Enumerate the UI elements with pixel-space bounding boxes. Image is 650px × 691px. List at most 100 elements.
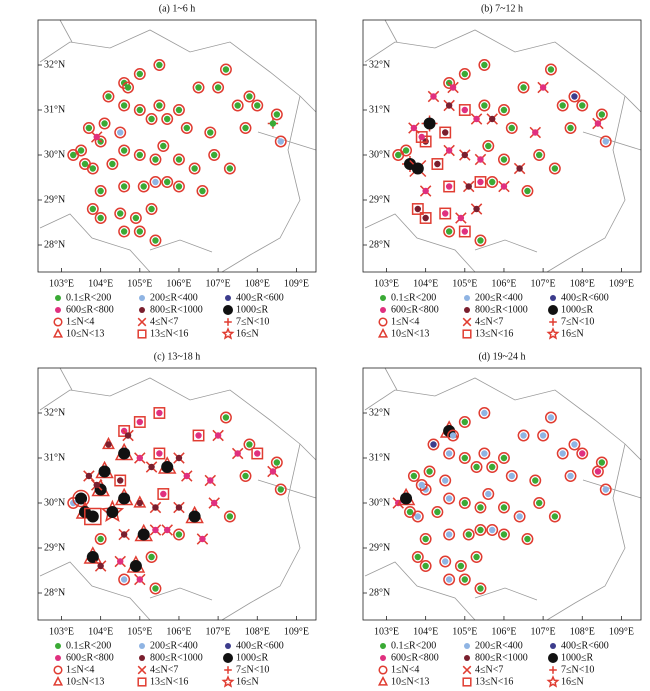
station <box>192 429 205 442</box>
ring <box>243 438 256 451</box>
legend-label: 10≤N<13 <box>391 676 429 687</box>
station <box>474 524 487 536</box>
rain-dot <box>535 151 543 159</box>
rain-dot <box>422 187 429 195</box>
rain-dot <box>118 447 131 460</box>
star <box>546 327 560 340</box>
square <box>114 474 127 487</box>
square <box>157 488 170 500</box>
rain-dot <box>402 147 410 154</box>
station <box>149 524 162 536</box>
legend-label: 1000≤R <box>236 304 268 315</box>
ring <box>474 234 487 247</box>
rain-dot <box>75 492 88 505</box>
rain-dot <box>500 504 508 511</box>
legend-symbol <box>462 317 472 327</box>
station <box>470 113 483 125</box>
station <box>591 465 604 478</box>
ring <box>486 461 499 473</box>
triangle <box>52 328 64 338</box>
station <box>133 104 146 116</box>
ring <box>106 158 119 170</box>
rain-dot <box>214 432 222 439</box>
legend-label: 4≤N<7 <box>475 664 503 675</box>
station <box>270 456 283 469</box>
station <box>145 461 158 473</box>
rain-dot <box>97 214 104 222</box>
square <box>443 180 456 193</box>
station <box>517 429 530 442</box>
rain-dot <box>136 576 144 583</box>
legend-symbol <box>52 328 64 338</box>
ring <box>208 149 221 161</box>
station <box>400 144 413 157</box>
square <box>118 425 131 437</box>
station <box>462 528 475 541</box>
legend-symbol <box>221 675 235 688</box>
rain-dot <box>152 526 159 534</box>
rain-dot <box>214 84 222 91</box>
station <box>173 153 185 166</box>
ring <box>153 99 166 112</box>
rain-dot <box>547 66 555 73</box>
rain-dot <box>246 93 253 100</box>
station <box>145 113 158 125</box>
station <box>137 180 150 193</box>
ring <box>114 207 127 220</box>
rain-dot <box>406 508 414 516</box>
rain-dot <box>426 468 433 475</box>
station <box>173 528 185 541</box>
ring <box>411 510 424 523</box>
station <box>274 135 287 148</box>
ring <box>482 488 495 500</box>
station <box>462 180 475 193</box>
legend-label: 4≤N<7 <box>475 316 503 327</box>
rain-dot <box>410 472 418 480</box>
ring <box>513 510 526 523</box>
rain-dot <box>148 205 155 213</box>
station <box>118 180 131 193</box>
rain-dot <box>508 124 515 132</box>
rain-dot <box>175 106 183 114</box>
station <box>223 510 236 523</box>
station <box>94 185 107 197</box>
ring <box>533 149 546 161</box>
legend-swatch <box>550 643 556 649</box>
rain-dot <box>449 432 457 439</box>
star <box>546 675 560 688</box>
ring <box>86 162 99 175</box>
rain-dot <box>430 93 437 100</box>
ring <box>94 212 107 224</box>
y-tick-label: 31°N <box>44 452 65 463</box>
rain-dot <box>152 585 159 592</box>
legend-swatch <box>464 655 470 661</box>
station <box>478 59 491 71</box>
rain-dot <box>120 147 128 154</box>
star <box>221 327 235 340</box>
station <box>173 180 185 193</box>
station <box>407 470 420 482</box>
rain-dot <box>120 228 128 235</box>
rain-dot <box>234 450 241 457</box>
ring <box>145 113 158 125</box>
legend-symbol <box>224 318 232 326</box>
station <box>458 68 471 80</box>
station <box>443 528 456 541</box>
station <box>447 81 459 94</box>
station <box>396 487 416 506</box>
legend-symbol <box>137 329 147 339</box>
rain-dot <box>120 79 128 87</box>
rain-dot <box>422 535 429 543</box>
rain-dot <box>183 124 190 132</box>
legend-label: 4≤N<7 <box>150 316 178 327</box>
rain-dot <box>473 463 480 471</box>
rain-dot <box>86 510 99 523</box>
station <box>439 474 452 487</box>
ring <box>529 474 542 487</box>
ring <box>161 176 174 188</box>
station <box>513 162 526 175</box>
legend-label: 13≤N<16 <box>150 328 188 339</box>
rain-dot <box>105 93 112 100</box>
legend-label: 0.1≤R<200 <box>391 292 436 303</box>
